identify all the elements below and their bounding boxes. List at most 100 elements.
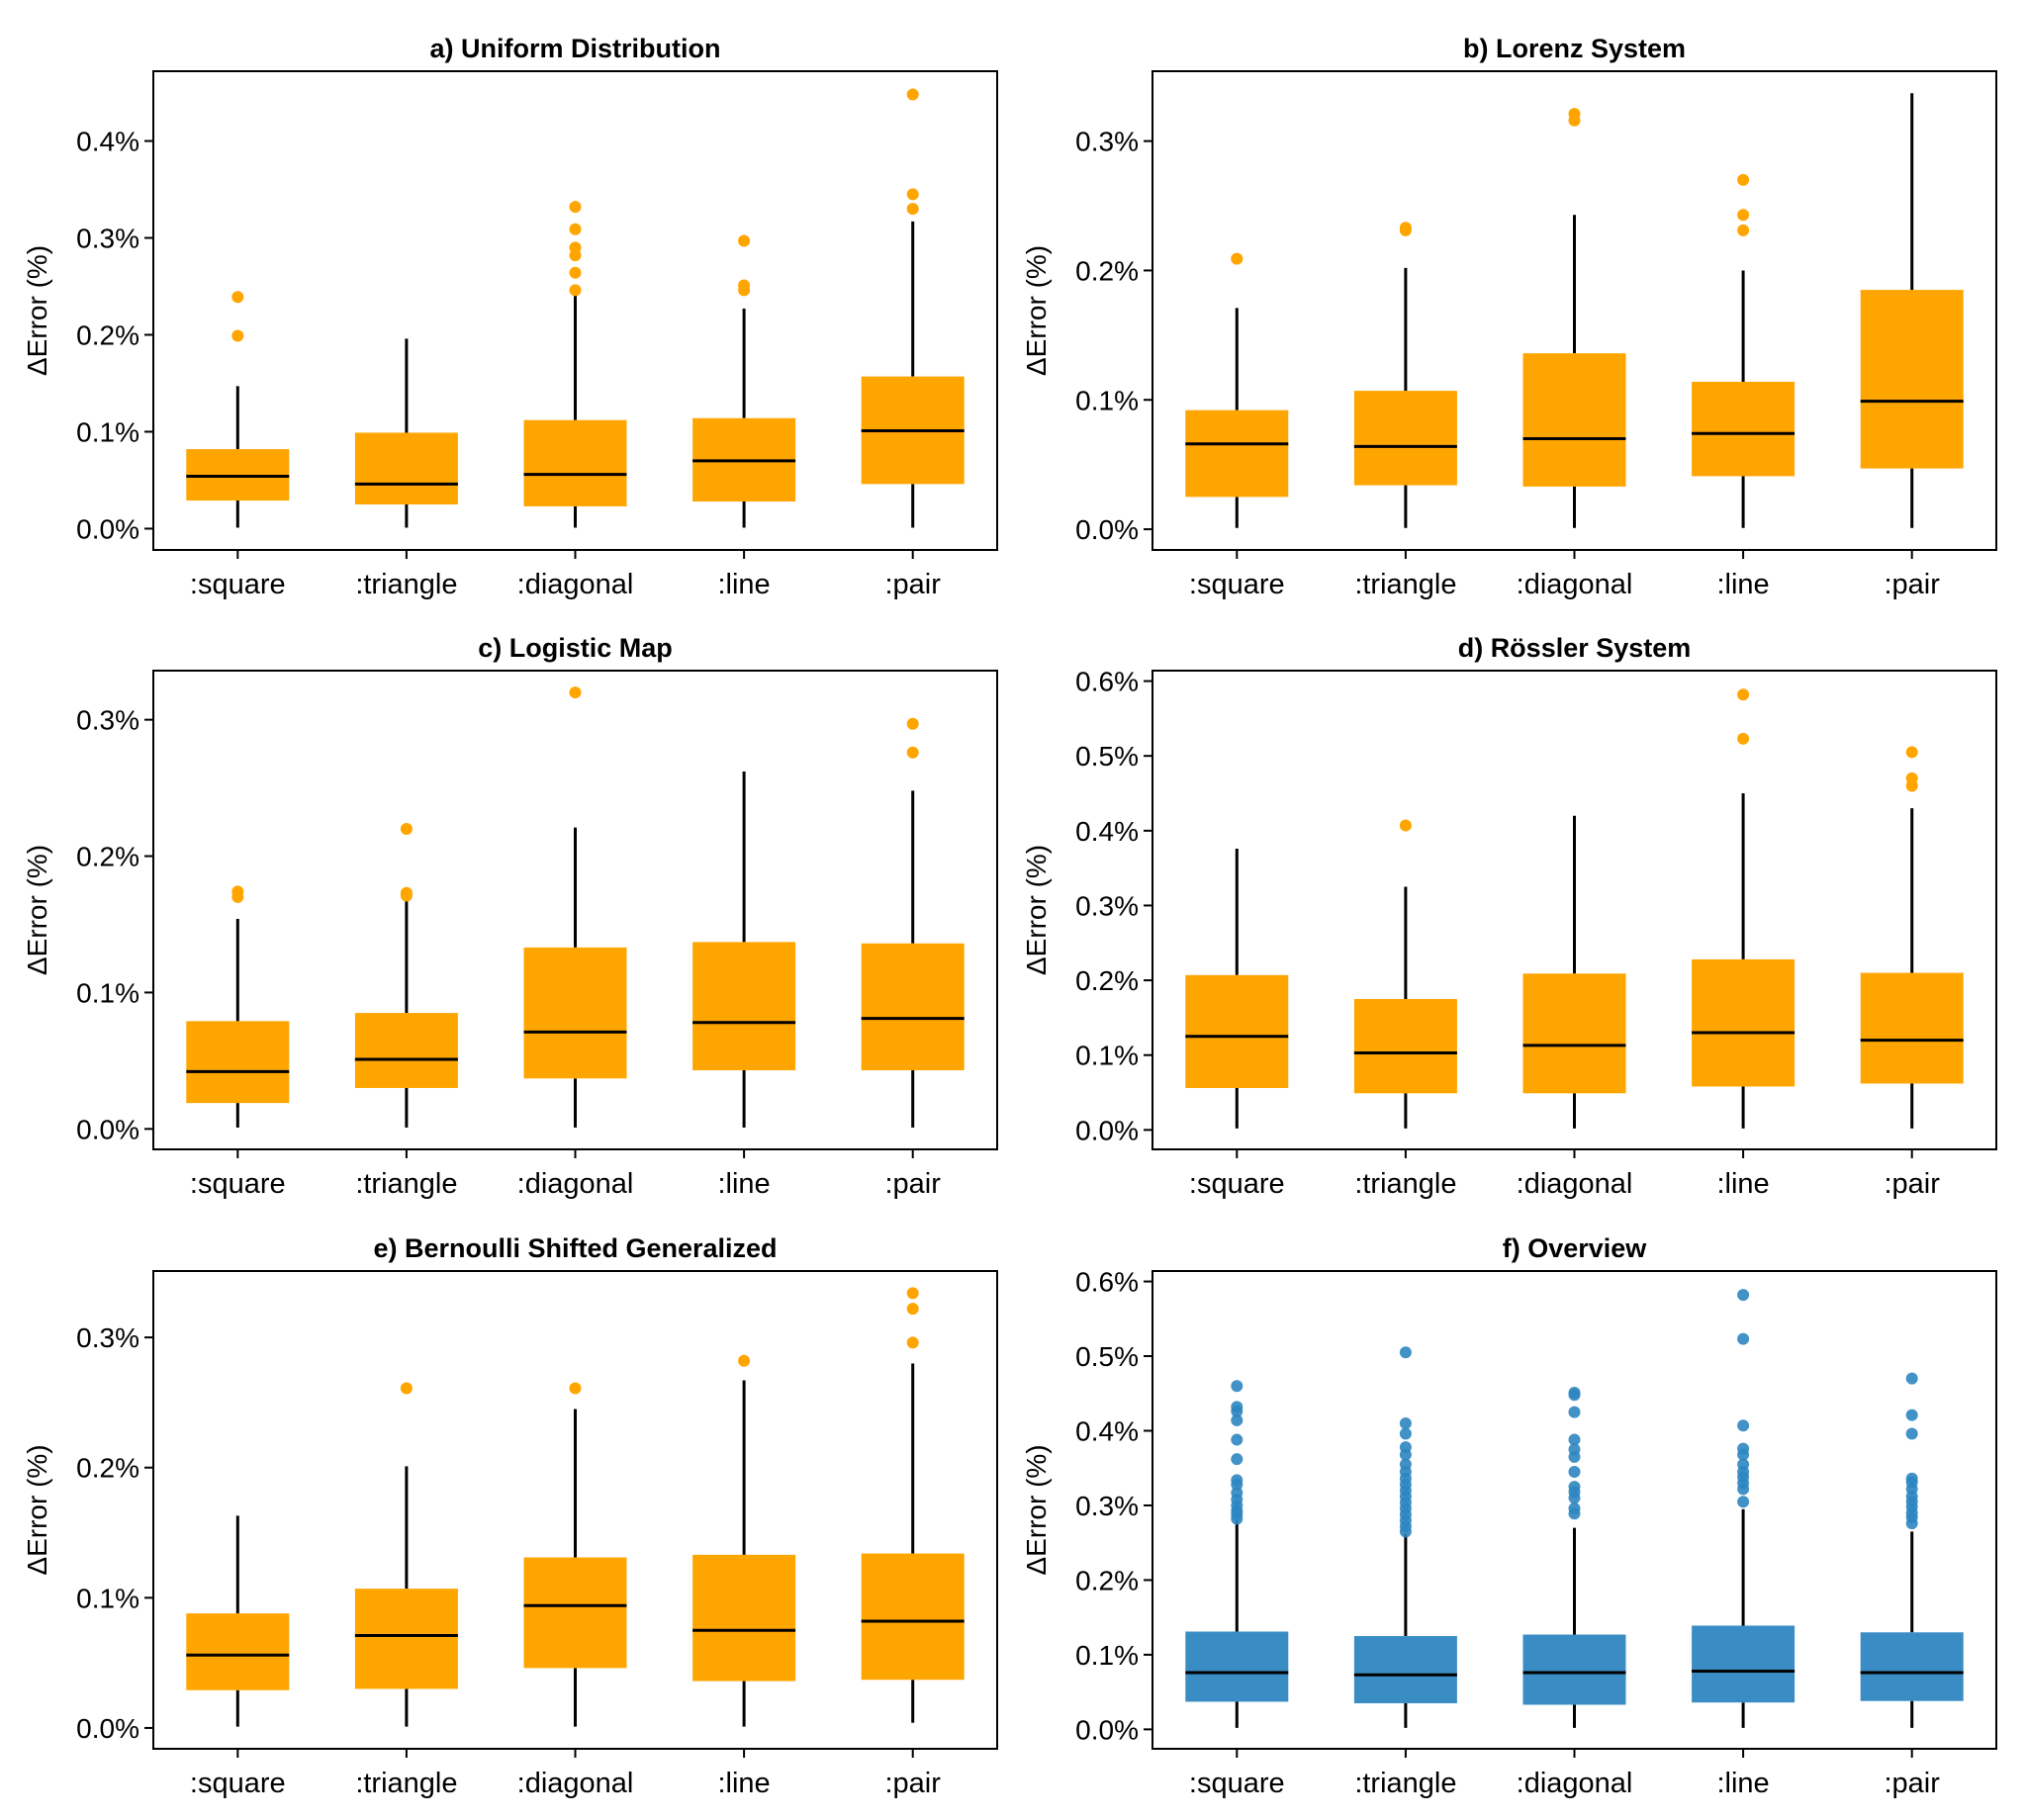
outlier-point <box>1737 1496 1750 1508</box>
outlier-point <box>569 686 582 699</box>
x-tick-label: :triangle <box>1354 1768 1456 1799</box>
iqr-box <box>1185 974 1289 1088</box>
subplot-title: f) Overview <box>1503 1233 1648 1263</box>
outlier-point <box>1399 1458 1412 1471</box>
x-tick-label: :diagonal <box>1517 1768 1633 1799</box>
iqr-box <box>354 1589 458 1689</box>
iqr-box <box>523 419 627 506</box>
y-tick-label: 0.0% <box>1075 1115 1139 1145</box>
y-tick-label: 0.5% <box>1075 741 1139 772</box>
iqr-box <box>354 432 458 504</box>
box-square <box>186 885 290 1128</box>
x-tick-label: :triangle <box>355 1168 457 1200</box>
x-tick-label: :pair <box>1884 1768 1940 1799</box>
outlier-point <box>1399 1346 1412 1359</box>
box-triangle <box>354 1382 458 1727</box>
outlier-point <box>1737 732 1750 745</box>
outlier-point <box>1737 1332 1750 1345</box>
x-tick-label: :diagonal <box>1517 1168 1633 1200</box>
iqr-box <box>1185 1631 1289 1702</box>
iqr-box <box>1353 998 1457 1094</box>
outlier-point <box>1231 252 1243 265</box>
y-tick-label: 0.2% <box>76 1453 139 1484</box>
outlier-point <box>1905 1372 1918 1385</box>
iqr-box <box>354 1013 458 1088</box>
box-pair <box>1860 746 1964 1129</box>
outlier-point <box>569 223 582 235</box>
plot-frame <box>152 1270 998 1750</box>
outlier-point <box>738 234 751 247</box>
subplot-f: f) Overview ΔError (%) 0.0% 0.1% 0.2% 0.3% 0.4… <box>1021 1233 1997 1799</box>
outlier-point <box>906 88 919 101</box>
outlier-point <box>400 886 413 899</box>
y-tick-label: 0.1% <box>76 1583 139 1613</box>
outlier-point <box>1231 1487 1243 1500</box>
iqr-box <box>861 1553 965 1681</box>
outlier-point <box>1231 1474 1243 1487</box>
outlier-point <box>906 1303 919 1316</box>
y-tick-label: 0.3% <box>76 1322 139 1353</box>
outlier-point <box>1231 1380 1243 1393</box>
outlier-point <box>1737 1458 1750 1471</box>
y-tick-label: 0.2% <box>1075 1565 1139 1595</box>
x-tick-label: :pair <box>884 1168 941 1200</box>
box-diagonal <box>1522 1387 1626 1728</box>
outlier-point <box>569 284 582 297</box>
outlier-point <box>1231 1453 1243 1466</box>
outlier-point <box>906 203 919 216</box>
outlier-point <box>906 1336 919 1349</box>
y-tick-label: 0.1% <box>76 416 139 447</box>
outlier-point <box>569 266 582 279</box>
y-tick-label: 0.2% <box>1075 255 1139 286</box>
box-triangle <box>354 822 458 1128</box>
iqr-box <box>1522 353 1626 487</box>
outlier-point <box>1737 173 1750 186</box>
iqr-box <box>523 947 627 1079</box>
y-tick-label: 0.2% <box>1075 965 1139 996</box>
x-tick-label: :diagonal <box>517 569 634 600</box>
box-line <box>1692 173 1796 528</box>
x-tick-label: :triangle <box>1354 569 1456 600</box>
outlier-point <box>1399 222 1412 234</box>
x-tick-label: :line <box>1716 1768 1769 1799</box>
x-tick-label: :diagonal <box>517 1768 634 1799</box>
outlier-point <box>1905 1472 1918 1485</box>
box-triangle <box>354 338 458 528</box>
box-square <box>186 291 290 528</box>
subplot-a: a) Uniform Distribution ΔError (%) 0.0% 0.1… <box>22 34 998 600</box>
x-tick-label: :pair <box>1884 1168 1940 1200</box>
y-axis-label: ΔError (%) <box>1021 845 1052 975</box>
x-tick-label: :triangle <box>355 1768 457 1799</box>
x-tick-label: :line <box>717 1768 770 1799</box>
y-tick-label: 0.3% <box>1075 127 1139 157</box>
outlier-point <box>569 241 582 254</box>
box-line <box>692 234 796 528</box>
outlier-point <box>906 717 919 730</box>
plot-frame <box>1151 1270 1997 1750</box>
outlier-point <box>1399 1416 1412 1429</box>
y-tick-label: 0.3% <box>1075 890 1139 921</box>
iqr-box <box>1860 1632 1964 1701</box>
y-tick-label: 0.6% <box>1075 1267 1139 1298</box>
subplot-title: e) Bernoulli Shifted Generalized <box>373 1233 777 1263</box>
outlier-point <box>738 279 751 292</box>
y-tick-label: 0.4% <box>76 127 139 157</box>
box-pair <box>1860 93 1964 528</box>
outlier-point <box>1737 1419 1750 1432</box>
x-tick-label: :triangle <box>1354 1168 1456 1200</box>
outlier-point <box>1231 1413 1243 1426</box>
y-tick-label: 0.1% <box>1075 1640 1139 1671</box>
outlier-point <box>569 201 582 214</box>
y-tick-label: 0.4% <box>1075 1416 1139 1447</box>
y-tick-label: 0.3% <box>76 705 139 736</box>
iqr-box <box>1692 958 1796 1087</box>
outlier-point <box>1737 1442 1750 1455</box>
box-square <box>1185 848 1289 1129</box>
subplot-c: c) Logistic Map ΔError (%) 0.0% 0.1% 0.2% 0.3… <box>22 633 998 1200</box>
x-tick-label: :triangle <box>355 569 457 600</box>
outlier-point <box>1568 1387 1581 1400</box>
box-line <box>692 772 796 1128</box>
iqr-box <box>186 1021 290 1104</box>
box-diagonal <box>1522 815 1626 1129</box>
